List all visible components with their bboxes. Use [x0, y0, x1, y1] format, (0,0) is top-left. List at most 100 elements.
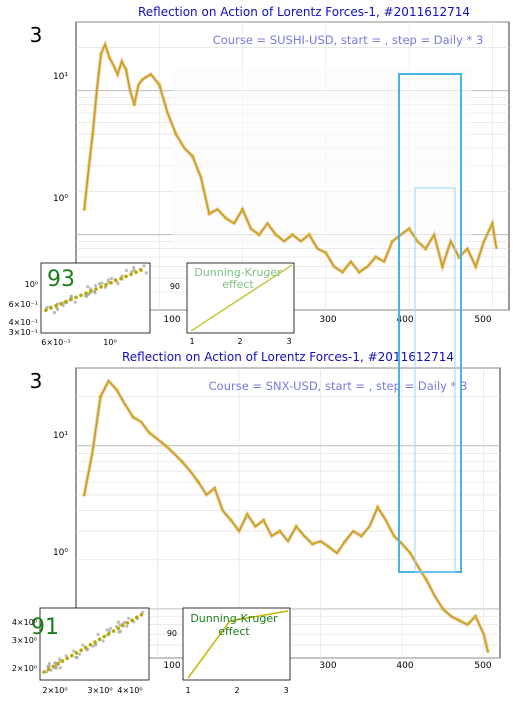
- data-point: [457, 618, 461, 623]
- data-point: [124, 68, 128, 72]
- scatter-point: [72, 649, 76, 653]
- dk-y-tick: 90: [167, 629, 177, 638]
- inset-y-tick: 4×10⁰: [12, 618, 37, 627]
- inset-x-tick: 3×10⁰: [87, 686, 112, 695]
- scatter-point: [101, 639, 105, 643]
- scatter-point-highlight: [125, 621, 130, 625]
- inset-scatter: 93 10⁰ 6×10⁻¹ 4×10⁻¹ 3×10⁻¹ 6×10⁻¹ 10⁰: [9, 262, 151, 347]
- dk-x-tick: 3: [286, 337, 291, 346]
- data-point: [99, 52, 103, 56]
- data-point: [474, 265, 478, 269]
- y-tick-label: 10⁰: [53, 194, 68, 204]
- data-point: [257, 233, 261, 237]
- scatter-point-highlight: [111, 629, 116, 633]
- big-number: 3: [30, 23, 43, 47]
- series-line: [83, 42, 498, 273]
- data-point: [180, 460, 184, 464]
- x-tick-label: 300: [319, 661, 336, 671]
- inset-y-tick: 3×10⁰: [12, 636, 37, 645]
- chart-bottom: Reflection on Action of Lorentz Forces-1…: [12, 350, 501, 695]
- scatter-point-highlight: [99, 285, 103, 289]
- scatter-point: [93, 290, 97, 294]
- data-point: [261, 518, 266, 522]
- scatter-point: [70, 294, 74, 298]
- scatter-point-highlight: [130, 618, 134, 622]
- scatter-point-highlight: [60, 659, 65, 663]
- scatter-point-highlight: [69, 297, 73, 302]
- data-point: [390, 239, 394, 243]
- scatter-point: [56, 307, 60, 312]
- chart-top: Reflection on Action of Lorentz Forces-1…: [9, 5, 510, 347]
- chart-title: Reflection on Action of Lorentz Forces-1…: [138, 5, 470, 19]
- data-point: [274, 233, 278, 237]
- data-point: [245, 512, 249, 516]
- dk-x-tick: 1: [185, 686, 190, 695]
- scatter-point: [144, 271, 148, 275]
- dk-label: Dunning-Kruger: [194, 266, 282, 279]
- x-tick-label: 500: [474, 661, 491, 671]
- scatter-point-highlight: [94, 287, 98, 291]
- dk-x-tick: 1: [189, 337, 194, 346]
- scatter-point: [116, 620, 120, 624]
- scatter-point: [142, 264, 146, 268]
- scatter-point-highlight: [107, 632, 111, 636]
- x-tick-label: 100: [163, 661, 180, 671]
- scatter-point-highlight: [104, 283, 108, 287]
- dk-y-tick: 90: [170, 282, 180, 291]
- data-point: [147, 431, 151, 435]
- data-point: [359, 534, 363, 538]
- scatter-point: [116, 282, 120, 286]
- scatter-point-highlight: [74, 295, 78, 300]
- dk-label: Dunning-Kruger: [190, 612, 278, 625]
- inset-scatter: 91 4×10⁰ 3×10⁰ 2×10⁰ 2×10⁰ 3×10⁰ 4×10⁰: [12, 607, 150, 695]
- series-line: [83, 379, 489, 652]
- scatter-point: [78, 652, 82, 656]
- scatter-point-highlight: [79, 648, 83, 652]
- x-tick-label: 500: [474, 315, 491, 325]
- data-point: [407, 227, 411, 231]
- data-point: [157, 83, 161, 87]
- scatter-point: [96, 632, 100, 637]
- scatter-point-highlight: [84, 291, 88, 296]
- scatter-point-highlight: [51, 664, 56, 669]
- dk-x-tick: 2: [234, 686, 239, 695]
- scatter-points: [42, 610, 145, 674]
- data-point: [213, 486, 217, 490]
- x-tick-label: 100: [163, 315, 180, 325]
- scatter-point-highlight: [83, 645, 88, 650]
- scatter-point-highlight: [134, 270, 138, 275]
- scatter-point: [91, 644, 95, 648]
- scatter-point: [46, 665, 50, 669]
- scatter-point-highlight: [46, 667, 51, 672]
- scatter-point: [74, 655, 78, 659]
- scatter-point-highlight: [109, 280, 113, 285]
- chart-subtitle: Course = SUSHI-USD, start = , step = Dai…: [213, 33, 484, 47]
- data-point: [490, 221, 494, 225]
- scatter-points: [44, 264, 148, 315]
- series-price: [82, 39, 499, 275]
- data-point: [374, 255, 378, 259]
- data-point: [294, 524, 298, 529]
- inset-x-tick: 6×10⁻¹: [41, 338, 70, 347]
- data-point: [98, 395, 103, 399]
- dk-label: effect: [222, 278, 254, 291]
- inset-y-tick: 2×10⁰: [12, 664, 37, 673]
- scatter-point-highlight: [139, 612, 144, 617]
- dk-curve: [187, 610, 289, 679]
- inset-y-tick: 4×10⁻¹: [9, 318, 38, 327]
- data-point: [324, 251, 328, 255]
- scatter-point: [81, 643, 85, 647]
- scatter-point: [58, 659, 62, 663]
- scatter-point: [52, 311, 57, 315]
- inset-y-tick: 3×10⁻¹: [9, 328, 38, 337]
- background-chart-image: [172, 68, 472, 248]
- scatter-point-highlight: [74, 651, 79, 655]
- scatter-point: [47, 661, 52, 666]
- scatter-point: [93, 284, 98, 288]
- data-point: [457, 255, 461, 259]
- scatter-point: [130, 270, 134, 274]
- scatter-point: [100, 281, 104, 285]
- data-point: [278, 529, 282, 533]
- scatter-point-highlight: [42, 670, 46, 674]
- scatter-point: [53, 661, 57, 665]
